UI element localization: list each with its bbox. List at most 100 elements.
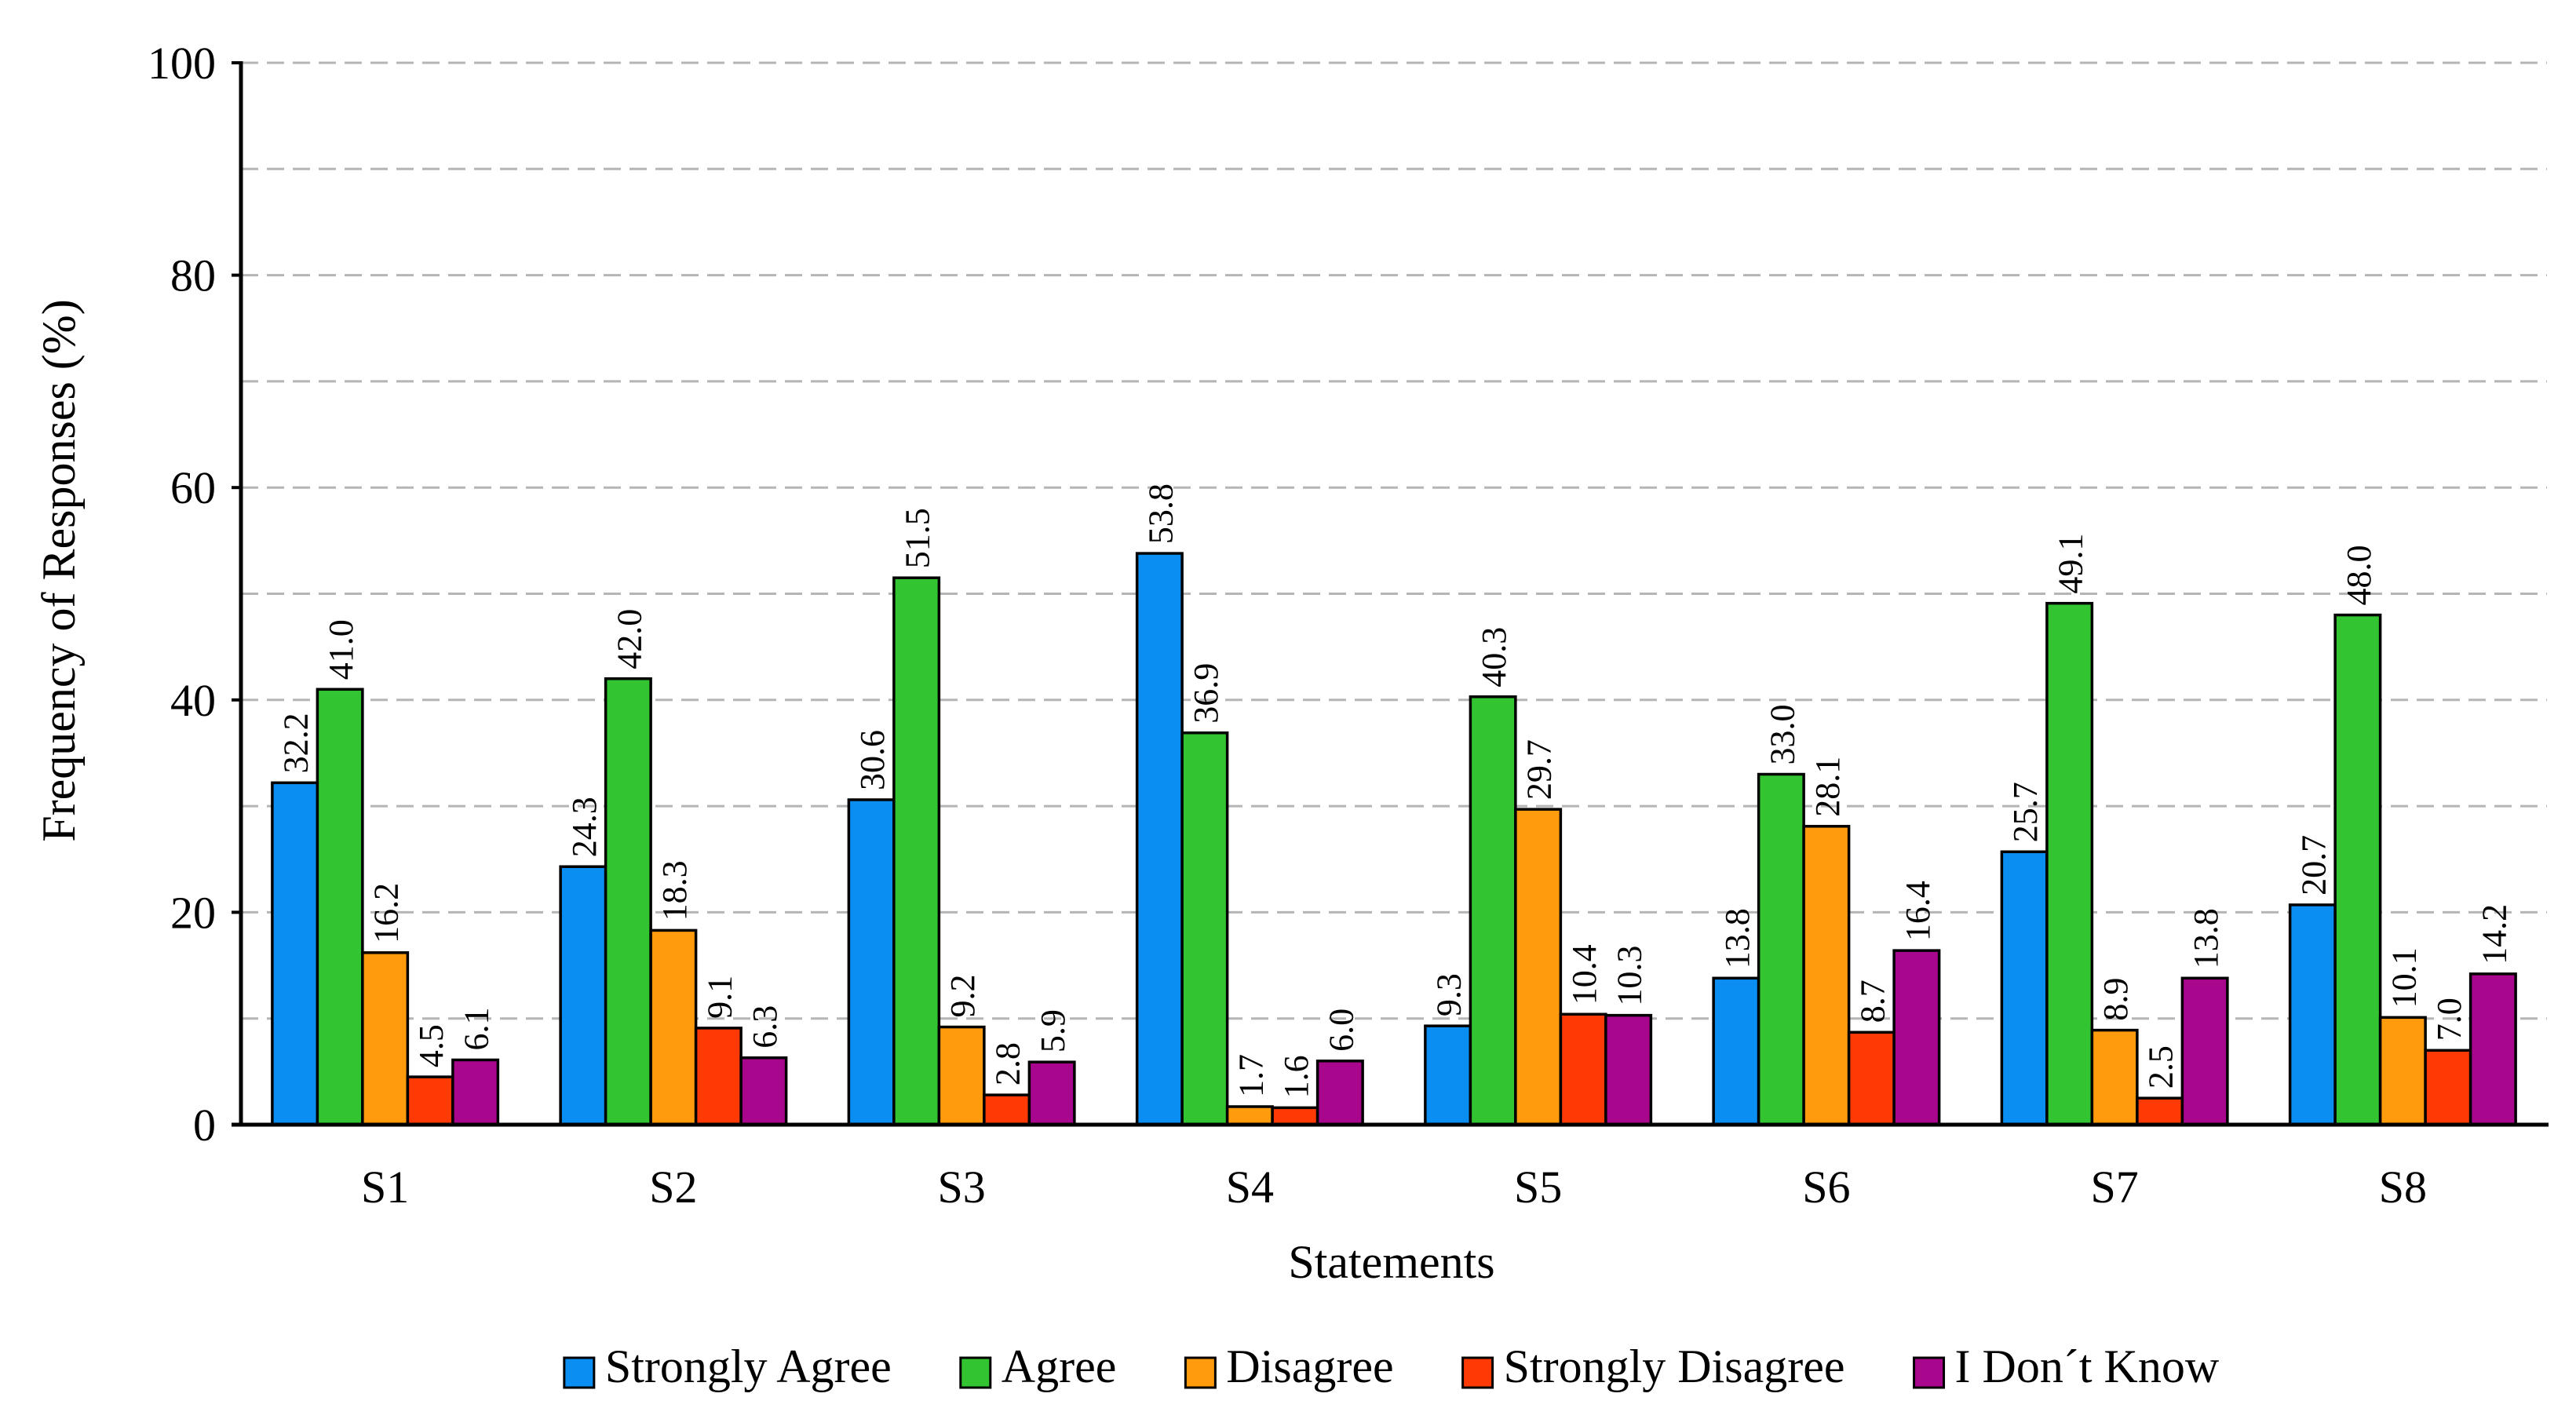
data-label: 9.3 xyxy=(1430,973,1469,1016)
data-label: 6.0 xyxy=(1322,1009,1360,1052)
bar xyxy=(2424,1049,2472,1126)
data-label: 48.0 xyxy=(2340,545,2378,606)
data-label: 14.2 xyxy=(2475,904,2513,965)
bar xyxy=(983,1093,1031,1126)
legend-item: Strongly Disagree xyxy=(1461,1341,1845,1392)
y-tick-label: 80 xyxy=(170,250,216,301)
legend-swatch xyxy=(563,1356,596,1389)
bar xyxy=(2045,601,2094,1126)
bar xyxy=(361,951,410,1126)
data-label: 4.5 xyxy=(412,1024,451,1067)
gridlines xyxy=(241,61,2547,1020)
y-tick-label: 60 xyxy=(170,462,216,513)
data-label: 40.3 xyxy=(1475,627,1513,688)
bar xyxy=(1135,552,1184,1126)
data-label: 2.8 xyxy=(989,1042,1027,1085)
data-label: 9.1 xyxy=(700,976,739,1019)
bar xyxy=(649,928,698,1126)
data-label: 6.3 xyxy=(746,1005,784,1049)
bar xyxy=(1559,1012,1607,1126)
data-label: 32.2 xyxy=(277,713,316,773)
x-tick-label: S3 xyxy=(937,1162,985,1213)
bar xyxy=(2136,1096,2184,1126)
data-label: 24.3 xyxy=(565,797,604,857)
legend-item: Disagree xyxy=(1184,1341,1394,1392)
bar xyxy=(847,798,896,1126)
bar xyxy=(271,781,319,1126)
data-label: 2.5 xyxy=(2142,1045,2180,1089)
data-label: 1.7 xyxy=(1231,1054,1270,1097)
bar xyxy=(694,1027,743,1126)
bar xyxy=(2333,613,2382,1126)
data-label: 29.7 xyxy=(1520,739,1559,800)
legend-label: Disagree xyxy=(1226,1341,1393,1392)
bars xyxy=(271,552,2517,1126)
data-label: 20.7 xyxy=(2294,835,2333,896)
data-label: 1.6 xyxy=(1277,1055,1315,1098)
y-tick-label: 20 xyxy=(170,887,216,938)
bar xyxy=(1712,976,1761,1126)
legend-swatch xyxy=(1913,1356,1946,1389)
bar xyxy=(316,688,364,1126)
data-label: 53.8 xyxy=(1141,483,1180,544)
bar xyxy=(937,1025,986,1126)
bar xyxy=(1027,1060,1076,1126)
legend-label: Strongly Disagree xyxy=(1504,1341,1845,1392)
x-tick-label: S2 xyxy=(649,1162,697,1213)
y-axis-title: Frequency of Responses (%) xyxy=(33,299,85,842)
y-tick-label: 100 xyxy=(148,38,216,89)
data-label: 18.3 xyxy=(655,860,694,921)
x-tick-label: S7 xyxy=(2090,1162,2138,1213)
legend-item: Strongly Agree xyxy=(563,1341,892,1392)
data-label: 7.0 xyxy=(2430,998,2468,1041)
legend-swatch xyxy=(1461,1356,1494,1389)
legend-swatch xyxy=(1184,1356,1217,1389)
bar xyxy=(1847,1031,1896,1126)
bar xyxy=(2000,850,2049,1126)
data-label: 51.5 xyxy=(899,508,937,568)
data-label: 36.9 xyxy=(1187,663,1225,724)
y-tick-label: 0 xyxy=(193,1100,216,1151)
data-label: 13.8 xyxy=(2187,908,2225,968)
tick-labels: 0 20 40 60 80 100 S1 S2 S3 S4 S5 S6 S7 S8 xyxy=(148,38,2427,1213)
data-label: 6.1 xyxy=(458,1007,496,1050)
bar xyxy=(2180,976,2229,1126)
bar xyxy=(2090,1028,2139,1126)
data-label: 13.8 xyxy=(1718,908,1757,968)
bar xyxy=(559,865,608,1126)
bar xyxy=(739,1056,788,1126)
data-label: 16.4 xyxy=(1899,881,1937,941)
x-tick-label: S8 xyxy=(2379,1162,2427,1213)
data-label: 25.7 xyxy=(2006,782,2045,842)
data-label: 9.2 xyxy=(943,975,982,1018)
data-label: 28.1 xyxy=(1808,757,1847,817)
data-label: 49.1 xyxy=(2052,534,2090,594)
x-tick-label: S6 xyxy=(1802,1162,1850,1213)
data-label: 33.0 xyxy=(1763,705,1801,765)
x-tick-label: S1 xyxy=(361,1162,409,1213)
data-label: 41.0 xyxy=(322,619,360,680)
data-label: 10.3 xyxy=(1611,946,1649,1006)
bar xyxy=(1424,1024,1472,1126)
legend-label: Agree xyxy=(1002,1341,1117,1392)
bar xyxy=(1180,731,1229,1126)
legend-item: Agree xyxy=(959,1341,1117,1392)
bar xyxy=(406,1075,454,1126)
bar xyxy=(2378,1016,2427,1126)
legend: Strongly Agree Agree Disagree Strongly Disa… xyxy=(563,1341,2220,1392)
data-labels: 32.241.0 16.2 4.5 6.1 24.3 42.0 18.3 9.16.3 30.6… xyxy=(277,483,2514,1098)
bar xyxy=(1604,1013,1653,1126)
bar xyxy=(1892,949,1941,1126)
data-label: 8.9 xyxy=(2096,978,2135,1021)
data-label: 5.9 xyxy=(1034,1009,1072,1052)
data-label: 8.7 xyxy=(1853,979,1892,1023)
bar xyxy=(1225,1105,1274,1126)
data-label: 42.0 xyxy=(610,609,648,669)
bar xyxy=(1514,808,1563,1126)
bar xyxy=(892,576,941,1126)
bar xyxy=(1757,772,1805,1126)
data-label: 16.2 xyxy=(367,883,406,943)
bar xyxy=(1802,825,1851,1126)
